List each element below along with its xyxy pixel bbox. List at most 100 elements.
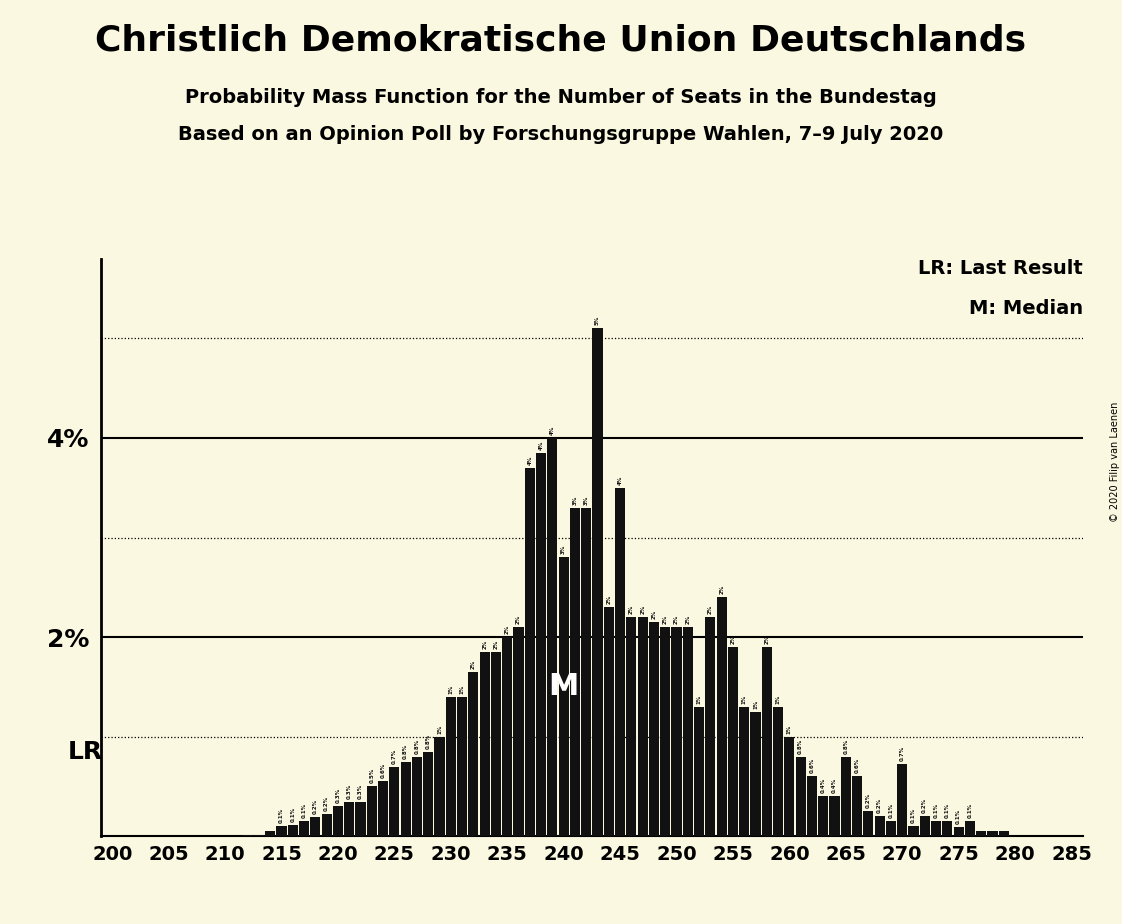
Text: 2%: 2%	[663, 614, 668, 624]
Text: 0.2%: 0.2%	[313, 799, 318, 814]
Text: 0.1%: 0.1%	[291, 808, 295, 822]
Bar	[536, 453, 546, 836]
Bar	[333, 807, 343, 836]
Text: 0.6%: 0.6%	[809, 759, 815, 773]
Bar	[840, 757, 850, 836]
Text: M: Median: M: Median	[968, 299, 1083, 318]
Bar	[322, 814, 332, 836]
Bar	[987, 832, 997, 836]
Text: Based on an Opinion Poll by Forschungsgruppe Wahlen, 7–9 July 2020: Based on an Opinion Poll by Forschungsgr…	[178, 125, 944, 144]
Text: LR: LR	[68, 739, 103, 763]
Bar	[795, 757, 806, 836]
Bar	[468, 672, 478, 836]
Bar	[920, 816, 930, 836]
Bar	[942, 821, 953, 836]
Bar	[965, 821, 975, 836]
Text: 0.5%: 0.5%	[369, 768, 375, 784]
Text: 0.8%: 0.8%	[425, 734, 431, 748]
Text: 3%: 3%	[583, 495, 589, 505]
Bar	[423, 751, 433, 836]
Bar	[367, 786, 377, 836]
Text: 1%: 1%	[436, 724, 442, 734]
Text: 0.4%: 0.4%	[833, 778, 837, 794]
Text: 0.2%: 0.2%	[922, 798, 927, 813]
Bar	[784, 736, 794, 836]
Bar	[807, 776, 817, 836]
Text: 0.3%: 0.3%	[335, 788, 340, 803]
Text: 2%: 2%	[652, 610, 656, 619]
Text: 0.7%: 0.7%	[392, 748, 397, 763]
Text: 0.1%: 0.1%	[889, 803, 893, 819]
Text: 3%: 3%	[572, 495, 578, 505]
Text: 1%: 1%	[460, 685, 465, 694]
Text: 0.1%: 0.1%	[934, 803, 938, 819]
Text: Probability Mass Function for the Number of Seats in the Bundestag: Probability Mass Function for the Number…	[185, 88, 937, 107]
Bar	[728, 647, 738, 836]
Text: 5%: 5%	[595, 316, 600, 325]
Text: 1%: 1%	[753, 699, 758, 709]
Bar	[514, 627, 524, 836]
Text: 0.4%: 0.4%	[820, 778, 826, 794]
Text: 0.6%: 0.6%	[380, 763, 386, 778]
Text: 0.1%: 0.1%	[302, 803, 306, 819]
Bar	[570, 507, 580, 836]
Text: 2%: 2%	[674, 614, 679, 624]
Bar	[490, 652, 502, 836]
Text: 1%: 1%	[742, 695, 747, 704]
Text: 0.8%: 0.8%	[844, 738, 848, 754]
Text: 0.2%: 0.2%	[324, 796, 329, 811]
Bar	[445, 697, 456, 836]
Text: 0.3%: 0.3%	[347, 784, 351, 799]
Bar	[818, 796, 828, 836]
Text: 0.1%: 0.1%	[945, 803, 950, 819]
Bar	[344, 802, 355, 836]
Text: 2%: 2%	[686, 614, 690, 624]
Bar	[660, 627, 670, 836]
Bar	[829, 796, 839, 836]
Bar	[695, 707, 705, 836]
Text: 2%: 2%	[730, 635, 735, 644]
Text: 1%: 1%	[697, 695, 701, 704]
Bar	[592, 328, 603, 836]
Text: 0.1%: 0.1%	[956, 809, 962, 824]
Text: 0.8%: 0.8%	[403, 743, 408, 759]
Text: 0.3%: 0.3%	[358, 784, 364, 799]
Bar	[548, 438, 558, 836]
Bar	[457, 697, 467, 836]
Bar	[479, 652, 489, 836]
Text: 2%: 2%	[471, 660, 476, 669]
Text: 0.1%: 0.1%	[967, 803, 973, 819]
Text: 2%: 2%	[516, 614, 521, 624]
Bar	[773, 707, 783, 836]
Text: 4%: 4%	[527, 456, 532, 465]
Text: 1%: 1%	[449, 685, 453, 694]
Text: 2%: 2%	[641, 605, 645, 614]
Bar	[311, 818, 321, 836]
Text: 3%: 3%	[561, 545, 567, 554]
Bar	[898, 763, 908, 836]
Bar	[931, 821, 941, 836]
Bar	[976, 832, 986, 836]
Bar	[401, 761, 411, 836]
Bar	[412, 757, 422, 836]
Bar	[559, 557, 569, 836]
Bar	[637, 617, 647, 836]
Text: 2%: 2%	[708, 605, 712, 614]
Bar	[762, 647, 772, 836]
Text: LR: Last Result: LR: Last Result	[918, 259, 1083, 278]
Bar	[604, 607, 614, 836]
Bar	[356, 802, 366, 836]
Text: 0.1%: 0.1%	[911, 808, 916, 823]
Text: 4%: 4%	[539, 441, 543, 450]
Bar	[671, 627, 681, 836]
Text: 2%: 2%	[505, 625, 509, 634]
Text: 0.2%: 0.2%	[866, 793, 871, 808]
Bar	[242, 835, 252, 836]
Text: Christlich Demokratische Union Deutschlands: Christlich Demokratische Union Deutschla…	[95, 23, 1027, 57]
Text: 4%: 4%	[617, 475, 623, 485]
Text: 4%: 4%	[550, 426, 555, 435]
Bar	[852, 776, 862, 836]
Text: 0.7%: 0.7%	[900, 746, 904, 760]
Text: 0.1%: 0.1%	[279, 808, 284, 823]
Text: 0.2%: 0.2%	[877, 798, 882, 813]
